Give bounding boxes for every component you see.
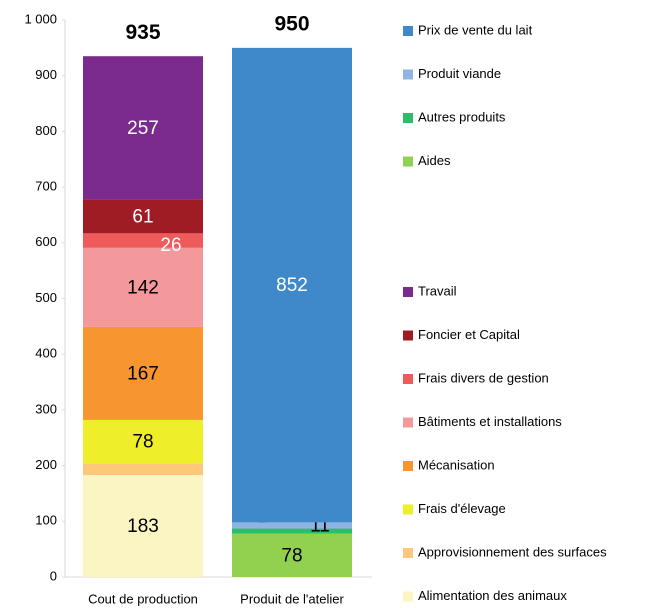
legend-swatch	[403, 69, 413, 80]
data-label: 78	[132, 432, 153, 453]
bar-segment	[83, 463, 203, 476]
legend-swatch	[403, 156, 413, 167]
data-label: 142	[127, 277, 159, 298]
legend-label: Prix de vente du lait	[418, 22, 533, 37]
y-tick-label: 0	[50, 568, 57, 583]
total-label: 935	[125, 21, 160, 44]
legend-swatch	[403, 548, 413, 558]
data-label: 78	[281, 545, 302, 566]
bar-segment	[83, 233, 203, 248]
y-tick-label: 1 000	[24, 11, 57, 26]
bar-segment	[232, 47, 352, 523]
y-tick-label: 500	[35, 290, 57, 305]
bar-segment	[83, 247, 203, 327]
bar-segment	[83, 56, 203, 200]
y-tick-label: 700	[35, 179, 57, 194]
legend-swatch	[403, 374, 413, 384]
total-label: 950	[274, 12, 309, 35]
legend-label: Bâtiments et installations	[418, 414, 562, 429]
y-tick-label: 400	[35, 346, 57, 361]
legend-swatch	[403, 504, 413, 515]
y-tick-label: 600	[35, 234, 57, 249]
legend-label: Produit viande	[418, 66, 501, 81]
legend-swatch	[403, 287, 413, 297]
y-tick-label: 100	[35, 513, 57, 528]
legend-label: Alimentation des animaux	[418, 588, 567, 603]
legend-label: Mécanisation	[418, 457, 495, 472]
legend-swatch	[403, 26, 413, 36]
y-tick-label: 800	[35, 123, 57, 138]
bar-segment	[83, 199, 203, 234]
legend-swatch	[403, 113, 413, 123]
legend-swatch	[403, 330, 413, 341]
bar-segment	[83, 326, 203, 420]
x-tick-label: Produit de l'atelier	[240, 591, 344, 606]
bar-segment	[83, 419, 203, 464]
legend-label: Frais d'élevage	[418, 501, 506, 516]
legend-swatch	[403, 591, 413, 602]
x-tick-label: Cout de production	[88, 591, 198, 606]
data-label: 852	[276, 275, 308, 296]
legend-label: Travail	[418, 283, 457, 298]
bar-segment	[232, 522, 352, 529]
data-label: 183	[127, 516, 159, 537]
y-tick-label: 200	[35, 457, 57, 472]
data-label: 167	[127, 363, 159, 384]
legend-label: Aides	[418, 153, 451, 168]
legend-label: Frais divers de gestion	[418, 370, 549, 385]
data-label: 61	[132, 206, 153, 227]
legend-label: Autres produits	[418, 109, 506, 124]
bar-segment	[232, 528, 352, 534]
y-tick-label: 900	[35, 67, 57, 82]
bar-segment	[83, 475, 203, 577]
legend-swatch	[403, 461, 413, 471]
legend-label: Approvisionnement des surfaces	[418, 544, 607, 559]
data-label: 257	[127, 118, 159, 139]
legend-label: Foncier et Capital	[418, 327, 520, 342]
legend-swatch	[403, 417, 413, 428]
y-tick-label: 300	[35, 401, 57, 416]
data-label: 26	[160, 235, 181, 256]
bar-segment	[232, 533, 352, 577]
